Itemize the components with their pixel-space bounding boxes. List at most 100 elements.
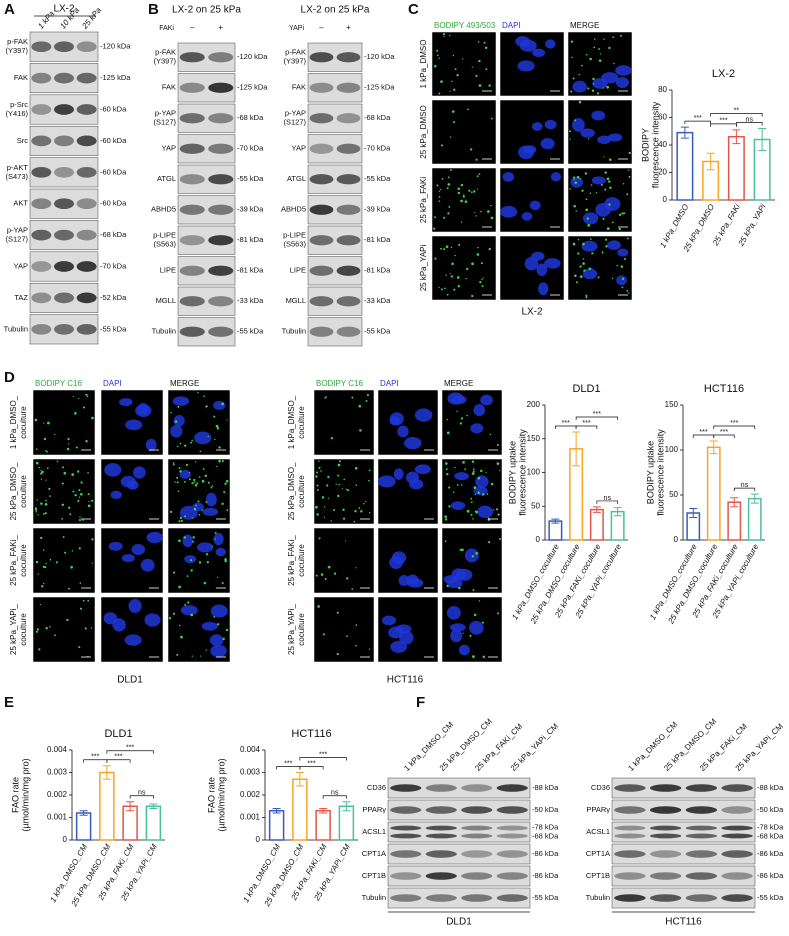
lipid-dot <box>445 245 449 249</box>
lipid-dot <box>590 184 593 186</box>
lipid-dot <box>207 481 210 484</box>
lipid-dot <box>457 191 461 195</box>
lipid-dot <box>200 655 202 657</box>
band <box>496 833 528 839</box>
lipid-dot <box>448 505 451 508</box>
error-bar <box>706 152 715 171</box>
lipid-dot <box>193 507 197 511</box>
lipid-dot <box>572 176 576 179</box>
nucleus <box>194 431 212 445</box>
lipid-dot <box>35 461 39 465</box>
lipid-dot <box>482 655 486 659</box>
row-label: 25 kPa_DMSO <box>419 105 428 158</box>
lipid-dot <box>569 130 571 133</box>
size-label: -120 kDa <box>364 52 395 61</box>
lipid-dot <box>472 518 474 520</box>
significance-bracket <box>736 122 763 126</box>
band <box>76 72 97 84</box>
lipid-dot <box>174 420 178 423</box>
lipid-dot <box>341 488 344 490</box>
blot-strip <box>611 799 756 821</box>
nucleus <box>615 77 630 89</box>
lipid-dot <box>201 509 203 511</box>
lipid-dot <box>37 573 40 575</box>
lipid-dot <box>457 284 461 288</box>
lipid-dot <box>343 478 346 481</box>
row-label: ATGL <box>157 174 176 183</box>
lipid-dot <box>569 188 571 190</box>
row-label: Src <box>17 136 29 145</box>
row-label: 25 kPa_YAPi <box>419 245 428 292</box>
lipid-dot <box>205 649 207 651</box>
lipid-dot <box>214 538 216 540</box>
blot-strip <box>611 821 756 843</box>
lipid-dot <box>337 494 340 498</box>
band <box>496 894 528 902</box>
lipid-dot <box>611 277 614 280</box>
row-label: (Y397) <box>5 46 28 55</box>
blot-strip <box>307 73 363 103</box>
y-tick-label: 20 <box>658 168 667 177</box>
lipid-dot <box>78 547 81 550</box>
channel-label: BODIPY C16 <box>316 379 364 388</box>
band <box>179 113 205 124</box>
lipid-dot <box>623 257 626 261</box>
lipid-dot <box>66 447 70 451</box>
error-bar <box>551 518 560 524</box>
error-bar <box>272 808 281 814</box>
lipid-dot <box>578 100 582 104</box>
lipid-dot <box>574 119 577 122</box>
lipid-dot <box>183 481 186 483</box>
channel-label: DAPI <box>502 21 521 30</box>
lipid-dot <box>443 216 446 219</box>
lipid-dot <box>324 577 327 580</box>
y-tick-label: 0.001 <box>240 813 261 822</box>
lipid-dot <box>589 57 592 61</box>
lipid-dot <box>438 92 441 95</box>
nucleus <box>443 575 458 584</box>
band <box>649 850 682 858</box>
channel-label: MERGE <box>444 379 473 388</box>
lipid-dot <box>320 470 322 472</box>
nucleus <box>601 72 619 84</box>
nucleus <box>110 490 122 500</box>
lipid-dot <box>47 421 50 425</box>
lipid-dot <box>355 624 358 626</box>
lipid-dot <box>211 485 213 487</box>
nucleus <box>398 575 410 586</box>
nucleus <box>544 119 557 130</box>
lipid-dot <box>471 294 474 298</box>
nucleus <box>591 176 606 185</box>
nucleus <box>519 39 537 52</box>
band <box>309 82 334 93</box>
lipid-dot <box>440 144 444 147</box>
lipid-dot <box>45 479 47 481</box>
lipid-dot <box>346 577 349 580</box>
lipid-dot <box>205 405 208 408</box>
y-tick-label: 0.003 <box>47 768 68 777</box>
lipid-dot <box>472 655 475 658</box>
lane-label: + <box>218 23 223 32</box>
band <box>31 292 52 304</box>
lipid-dot <box>344 540 347 542</box>
band <box>76 292 97 304</box>
lipid-dot <box>590 238 592 240</box>
nucleus <box>213 532 224 546</box>
band <box>309 235 334 246</box>
row-label: 25 kPa_YAPi_ <box>287 603 296 655</box>
lipid-dot <box>444 540 447 543</box>
lipid-dot <box>583 269 586 272</box>
lipid-dot <box>68 443 70 445</box>
y-tick-label: 0.004 <box>240 745 261 754</box>
size-label: -68 kDa <box>237 113 264 122</box>
blot-strip <box>387 777 531 799</box>
lipid-dot <box>174 481 176 483</box>
lipid-dot <box>433 64 437 68</box>
lipid-dot <box>576 175 580 179</box>
lipid-dot <box>626 289 629 292</box>
lipid-dot <box>49 495 51 497</box>
lipid-dot <box>191 517 193 519</box>
significance-label: *** <box>719 118 727 125</box>
lipid-dot <box>592 83 595 85</box>
blot-strip <box>387 821 531 843</box>
